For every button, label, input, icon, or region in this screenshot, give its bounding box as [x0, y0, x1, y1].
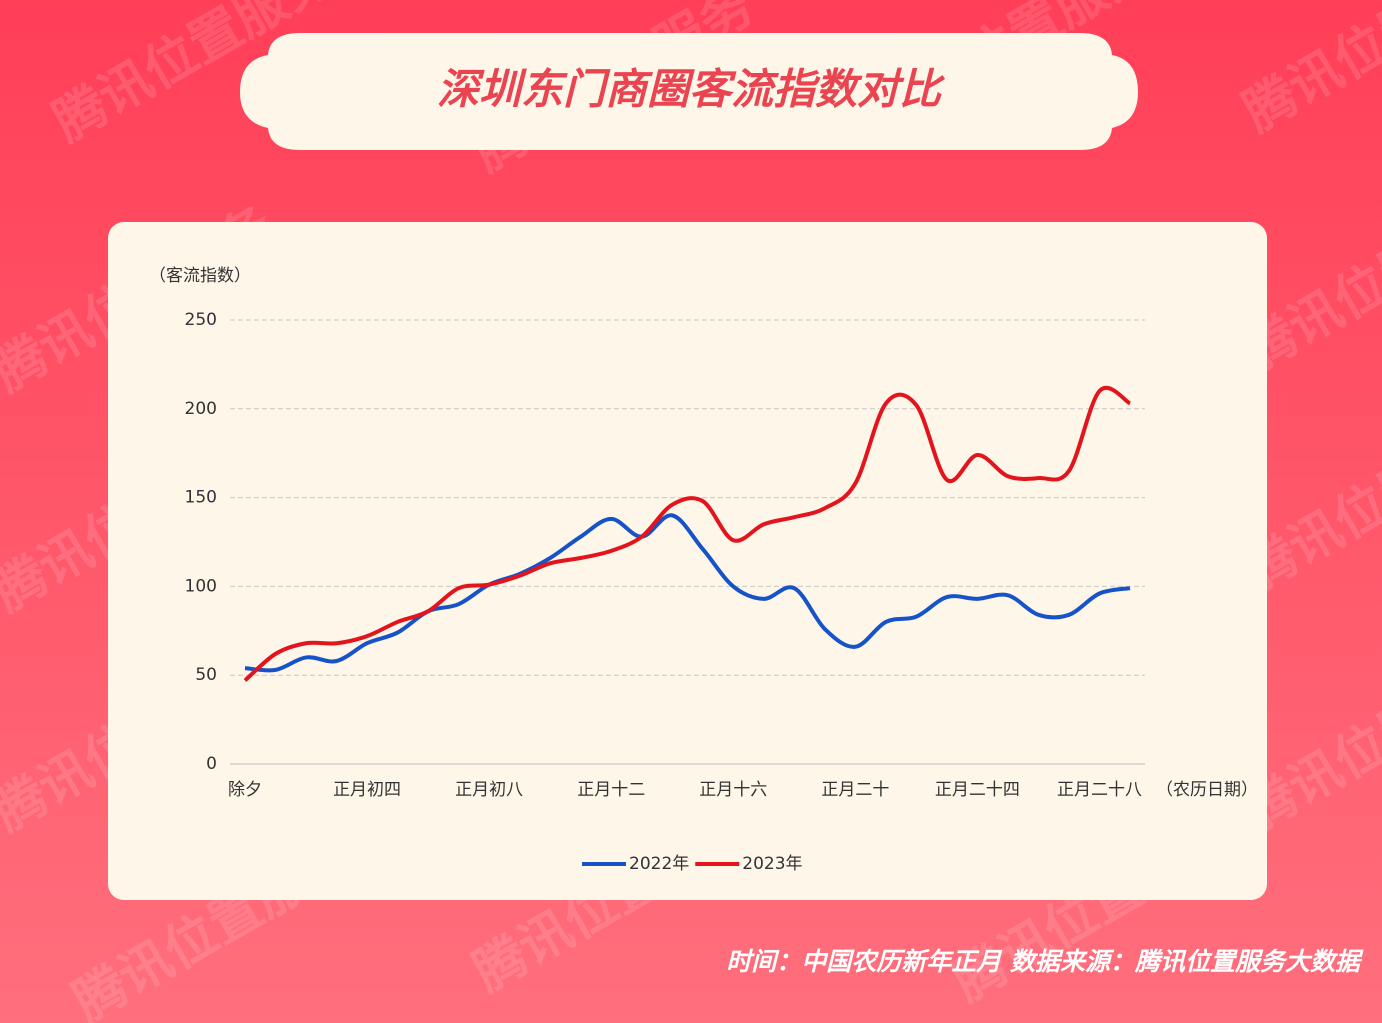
chart-title: 深圳东门商圈客流指数对比 [437, 65, 946, 114]
y-tick-label: 250 [185, 310, 217, 330]
legend-label: 2022年 [629, 854, 689, 874]
legend-label: 2023年 [742, 854, 802, 874]
x-tick-label: 正月初八 [455, 780, 523, 800]
series-line [244, 513, 1131, 673]
y-axis-label: （客流指数） [149, 266, 251, 286]
x-tick-label: 除夕 [228, 780, 262, 800]
x-tick-label: 正月初四 [333, 780, 401, 800]
x-tick-label: 正月二十八 [1057, 780, 1142, 800]
x-tick-label: 正月十二 [577, 780, 645, 800]
x-tick-label: 正月十六 [699, 780, 767, 800]
y-tick-label: 50 [195, 665, 217, 685]
chart-panel [108, 222, 1267, 900]
title-banner [240, 33, 1138, 150]
y-tick-label: 200 [185, 399, 217, 419]
y-tick-label: 100 [185, 576, 217, 596]
y-tick-label: 0 [206, 754, 217, 774]
x-tick-label: 正月二十四 [935, 780, 1020, 800]
y-tick-label: 150 [185, 488, 217, 508]
footer: 时间：中国农历新年正月 数据来源：腾讯位置服务大数据 [726, 947, 1364, 976]
x-axis-label: （农历日期） [1156, 780, 1258, 800]
x-tick-label: 正月二十 [821, 780, 889, 800]
series-line [243, 385, 1132, 683]
